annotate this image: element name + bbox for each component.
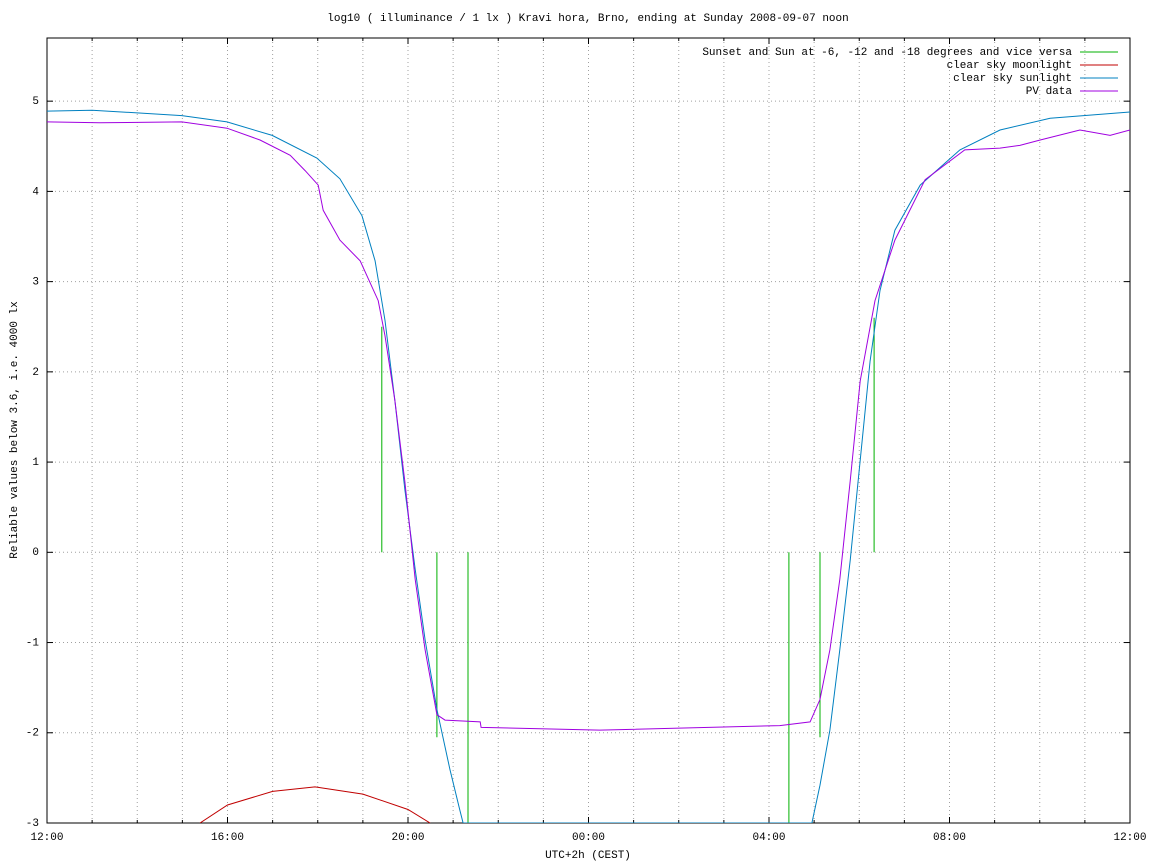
y-tick-label: -2 bbox=[26, 728, 39, 740]
x-tick-label: 16:00 bbox=[211, 832, 244, 844]
series-line bbox=[47, 121, 1130, 731]
series-line bbox=[381, 317, 875, 823]
legend-label: PV data bbox=[1026, 86, 1073, 98]
y-tick-label: 2 bbox=[32, 367, 39, 379]
x-tick-label: 12:00 bbox=[1113, 832, 1146, 844]
x-tick-label: 04:00 bbox=[752, 832, 785, 844]
legend-label: clear sky moonlight bbox=[947, 60, 1072, 72]
series-line bbox=[47, 109, 1130, 823]
y-tick-label: 0 bbox=[32, 547, 39, 559]
y-tick-label: 5 bbox=[32, 96, 39, 108]
x-axis-label: UTC+2h (CEST) bbox=[545, 850, 631, 862]
x-tick-label: 00:00 bbox=[572, 832, 605, 844]
y-tick-label: 4 bbox=[32, 186, 39, 198]
series-line bbox=[199, 786, 431, 823]
y-tick-label: -3 bbox=[26, 818, 39, 830]
y-tick-label: 1 bbox=[32, 457, 39, 469]
legend-label: Sunset and Sun at -6, -12 and -18 degree… bbox=[702, 47, 1072, 59]
x-tick-label: 20:00 bbox=[391, 832, 424, 844]
x-tick-label: 08:00 bbox=[933, 832, 966, 844]
chart-title: log10 ( illuminance / 1 lx ) Kravi hora,… bbox=[327, 13, 849, 25]
x-tick-label: 12:00 bbox=[30, 832, 63, 844]
y-tick-label: 3 bbox=[32, 277, 39, 289]
y-tick-label: -1 bbox=[26, 637, 40, 649]
y-axis-label: Reliable values below 3.6, i.e. 4000 lx bbox=[9, 301, 21, 559]
legend-label: clear sky sunlight bbox=[953, 73, 1072, 85]
